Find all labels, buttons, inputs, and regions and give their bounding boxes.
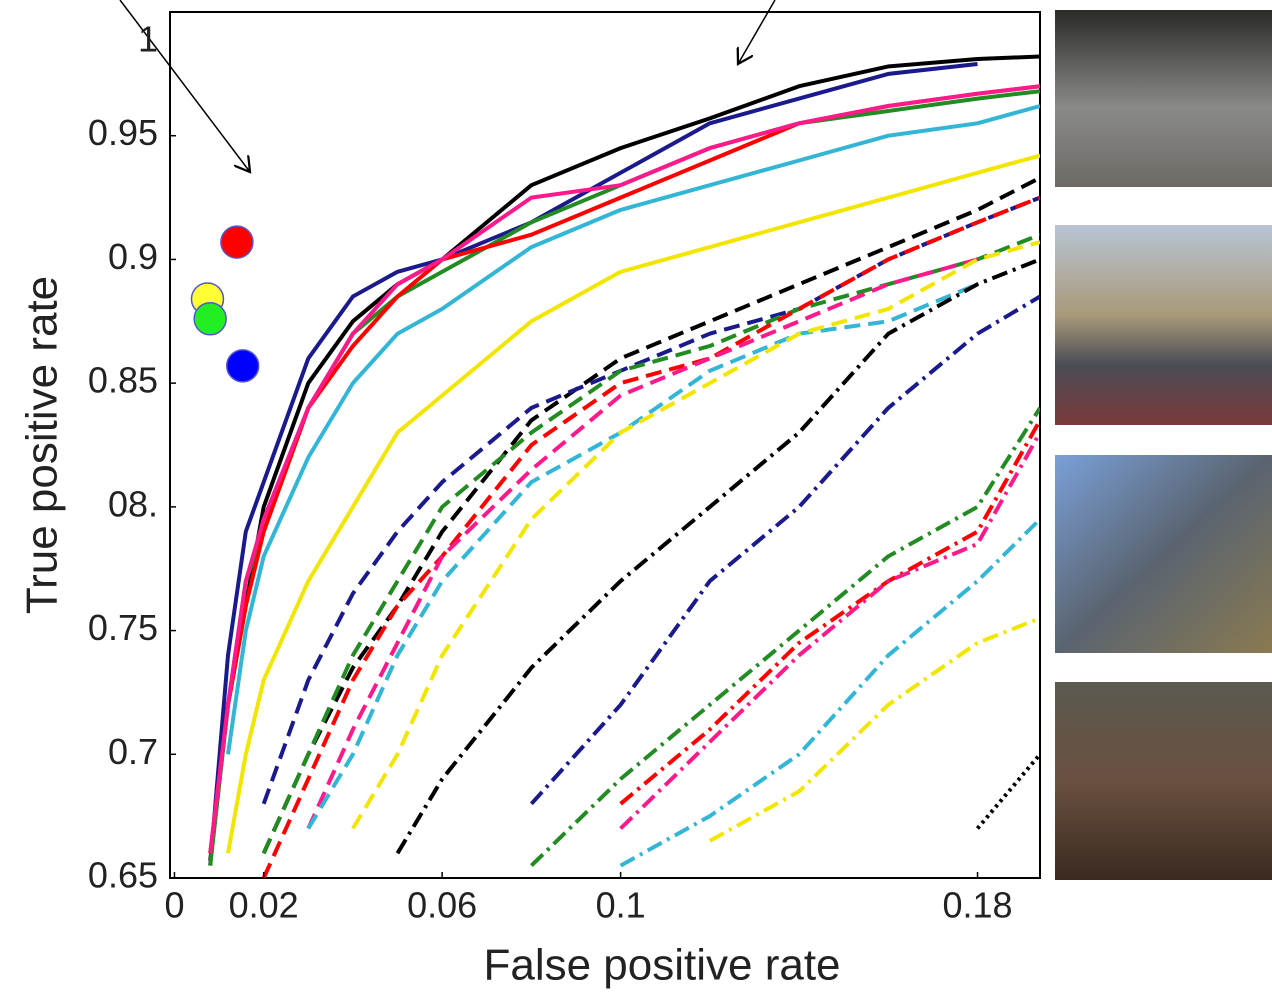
roc-curve [619,419,1040,806]
roc-curve [261,195,1040,878]
y-tick-label: 0.85 [88,360,158,401]
plot-frame [169,11,1041,879]
example-image [1055,10,1272,187]
operating-point [220,225,254,259]
example-image [1055,682,1272,880]
roc-curve [208,84,1040,854]
roc-curve [261,232,1040,855]
x-tick-label: 0 [164,885,184,926]
roc-curve [208,54,1040,861]
roc-curve [226,104,1040,755]
roc-curve [619,517,1040,868]
y-tick-label: 08. [108,483,158,524]
roc-curve [306,257,979,830]
example-image [1055,455,1272,653]
y-tick-label: 0.9 [108,236,158,277]
roc-curve [395,257,1040,855]
arrow [738,0,776,64]
roc-curve [530,406,1040,868]
y-tick-label: 1 [138,19,158,60]
x-tick-label: 0.18 [942,885,1012,926]
y-tick-label: 0.7 [108,731,158,772]
roc-curve [708,616,1040,843]
x-axis-label: False positive rate [483,941,840,990]
roc-curve [619,431,1040,830]
x-tick-label: 0.1 [596,885,646,926]
arrow [119,0,250,172]
operating-point [193,302,227,336]
x-tick-label: 0.06 [407,885,477,926]
roc-curve [351,240,1040,830]
roc-curve [226,153,1040,854]
y-tick-label: 0.65 [88,855,158,896]
roc-curve [208,62,978,866]
example-image [1055,225,1272,425]
x-tick-label: 0.02 [229,885,299,926]
roc-curve [975,753,1040,830]
y-tick-label: 0.75 [88,607,158,648]
roc-curve [208,84,1040,854]
y-tick-label: 0.95 [88,112,158,153]
roc-curve [529,294,1040,806]
roc-curve [261,195,1040,805]
operating-point [225,349,260,383]
roc-curve [306,282,979,830]
y-axis-label: True positive rate [18,276,67,614]
